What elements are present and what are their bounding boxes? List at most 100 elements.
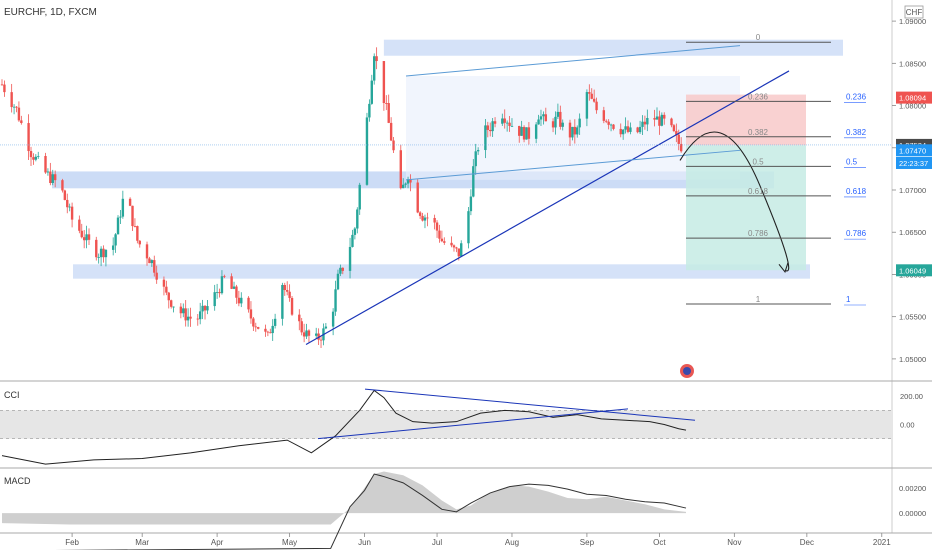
candle-body [469, 196, 473, 212]
candle-body [476, 150, 480, 152]
candle-body [37, 155, 40, 157]
candle-body [537, 119, 540, 125]
candle-body [298, 314, 301, 322]
candle-body [34, 156, 38, 160]
time-tick-label: Oct [653, 538, 666, 547]
candle-body [510, 125, 514, 127]
candle-body [169, 300, 173, 307]
candle-body [588, 92, 591, 94]
candle-body [111, 245, 115, 250]
candle-body [554, 116, 557, 128]
candle-body [421, 215, 424, 221]
candle-body [435, 222, 439, 231]
candle-body [351, 234, 354, 247]
candle-body [114, 234, 117, 246]
candle-body [653, 117, 656, 120]
candle-body [416, 182, 419, 213]
candle-body [32, 157, 35, 160]
candle-body [63, 190, 67, 200]
fib-level-label: 0.236 [748, 92, 769, 101]
candle-body [136, 226, 139, 241]
macd-histogram-area [2, 471, 686, 525]
candle-body [249, 309, 253, 319]
candle-body [155, 272, 158, 280]
candle-body [317, 333, 320, 340]
fib-ratio-label: 0.618 [846, 187, 867, 196]
channel-top-line [405, 45, 741, 77]
candle-body [104, 249, 108, 258]
fib-level-label: 0 [756, 33, 761, 42]
candle-body [672, 125, 676, 132]
candle-body [235, 286, 238, 298]
candle-body [525, 127, 528, 140]
candle-body [493, 121, 497, 124]
candle-body [438, 230, 441, 239]
candle-body [237, 297, 241, 304]
time-tick-label: Apr [211, 538, 224, 547]
candle-body [641, 121, 644, 127]
candle-body [172, 306, 175, 308]
candle-body [675, 131, 678, 135]
candle-body [128, 198, 132, 206]
candle-body [373, 56, 376, 81]
cci-support-trendline [317, 408, 629, 440]
time-tick-label: 2021 [873, 538, 891, 547]
candle-body [223, 276, 226, 278]
candle-body [365, 117, 369, 185]
candle-body [636, 127, 639, 133]
candle-body [119, 216, 122, 218]
candle-body [629, 127, 632, 132]
macd-tick-label: 0.00000 [899, 509, 926, 518]
candle-body [145, 244, 149, 259]
cci-pane-label: CCI [4, 390, 20, 400]
price-tick-label: 1.06500 [899, 228, 926, 237]
candle-body [82, 237, 86, 241]
candle-body [426, 217, 429, 219]
candle-body [356, 209, 359, 229]
candle-body [484, 125, 487, 151]
candle-body [95, 239, 98, 258]
macd-tick-label: 0.00200 [899, 484, 926, 493]
candle-body [501, 118, 504, 124]
candle-body [542, 114, 545, 117]
candle-body [138, 240, 141, 245]
candle-body [97, 257, 100, 258]
candle-body [70, 206, 74, 220]
candle-body [184, 308, 187, 321]
cci-tick-label: 200.00 [900, 392, 923, 401]
candle-body [198, 311, 202, 320]
candle-body [544, 114, 548, 122]
time-tick-label: Aug [505, 538, 519, 547]
candle-body [281, 284, 284, 319]
candle-body [455, 247, 458, 249]
candle-body [399, 150, 402, 189]
candle-body [49, 171, 52, 184]
channel-bottom-line [405, 149, 741, 181]
candle-body [450, 242, 453, 246]
candle-body [489, 129, 492, 132]
candle-body [15, 106, 18, 108]
candle-body [658, 116, 661, 126]
price-tick-label: 1.07000 [899, 186, 926, 195]
candle-body [561, 122, 564, 127]
fib-ratio-label: 0.382 [846, 128, 867, 137]
candle-body [474, 151, 477, 167]
candle-body [271, 325, 274, 334]
candle-body [218, 292, 221, 294]
candle-body [353, 228, 357, 235]
candle-body [508, 122, 511, 126]
candle-body [269, 332, 272, 334]
candle-body [220, 276, 224, 294]
time-tick-label: May [282, 538, 297, 547]
time-tick-label: Sep [580, 538, 595, 547]
candle-body [288, 291, 291, 298]
candle-body [336, 273, 340, 290]
candle-body [621, 129, 625, 135]
symbol-label: EURCHF, 1D, FXCM [4, 7, 97, 18]
fib-level-label: 1 [756, 295, 761, 304]
candle-body [595, 101, 598, 111]
candle-body [660, 114, 664, 126]
candle-body [670, 118, 673, 126]
time-tick-label: Feb [65, 538, 79, 547]
